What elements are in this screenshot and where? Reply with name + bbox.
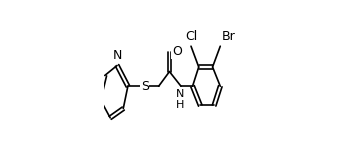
Text: S: S: [141, 80, 149, 93]
Text: Br: Br: [222, 30, 236, 43]
Text: Cl: Cl: [185, 30, 197, 43]
Text: N: N: [113, 49, 122, 62]
Text: N
H: N H: [176, 89, 184, 110]
Text: O: O: [172, 45, 182, 58]
